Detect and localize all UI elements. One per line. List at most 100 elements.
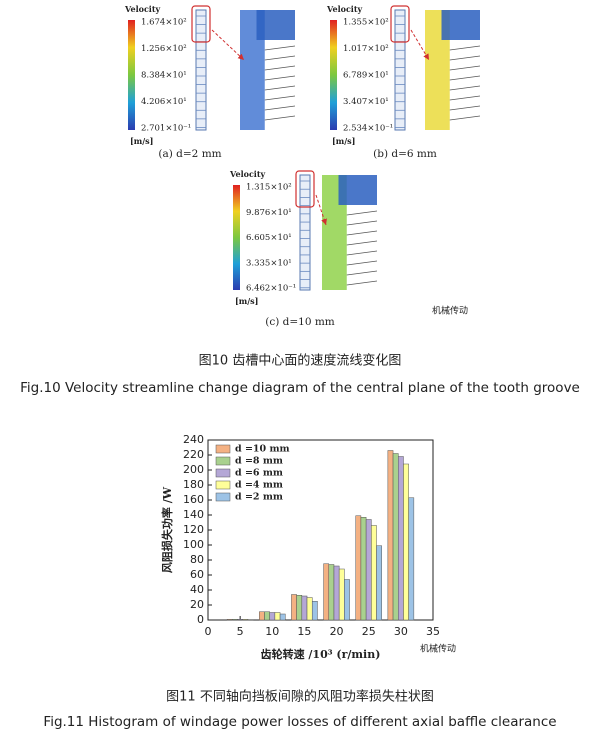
legend-label: d =8 mm [235, 456, 283, 467]
tooth-line [449, 85, 481, 91]
bar [226, 619, 233, 621]
tooth-line [264, 75, 296, 81]
tooth-line [346, 280, 378, 286]
x-axis-label: 齿轮转速 /10³ (r/min) [261, 647, 381, 661]
x-tick-label: 10 [265, 625, 279, 638]
unit-label: [m/s] [235, 296, 258, 306]
bar [333, 565, 340, 621]
bar [323, 563, 330, 621]
strip [299, 174, 311, 291]
legend-label: d =4 mm [235, 480, 283, 491]
chart: 0 20 40 60 80 100 120 140 160 180 200 220 240 0 5 10 15 2… [160, 433, 440, 661]
bar [344, 579, 350, 621]
tooth-line [264, 85, 296, 91]
colorbar [128, 20, 135, 130]
colorbar-label: 6.789×10¹ [343, 71, 389, 81]
bar [311, 601, 318, 621]
bar [306, 597, 313, 621]
watermark: 机械传动 [432, 305, 468, 317]
subfigure-caption: (a) d=2 mm [158, 148, 221, 160]
subfigure-caption: (b) d=6 mm [373, 148, 437, 160]
legend-swatch [215, 456, 231, 466]
x-tick-label: 5 [237, 625, 244, 638]
legend-swatch [215, 492, 231, 502]
tooth-line [346, 250, 378, 256]
legend-swatch [215, 444, 231, 454]
contour-top [338, 175, 377, 205]
tooth-line [264, 95, 296, 101]
tooth-line [346, 230, 378, 236]
y-tick-label: 220 [183, 448, 204, 461]
colorbar-label: 1.315×10² [246, 183, 292, 193]
colorbar-label: 2.701×10⁻¹ [141, 124, 191, 134]
x-tick-label: 15 [297, 625, 311, 638]
colorbar-label: 3.335×10¹ [246, 258, 292, 268]
bar [232, 619, 238, 621]
y-tick-label: 140 [183, 508, 204, 521]
colorbar-label: 9.876×10¹ [246, 208, 292, 218]
y-tick-label: 100 [183, 538, 204, 551]
y-tick-label: 40 [190, 583, 204, 596]
colorbar-label: 1.256×10² [141, 44, 187, 54]
x-tick-label: 30 [394, 625, 408, 638]
colorbar-label: 4.206×10¹ [141, 97, 187, 107]
bar [355, 515, 362, 621]
legend-title: Velocity [326, 4, 363, 14]
bar [371, 525, 377, 621]
y-tick-label: 0 [197, 613, 204, 626]
colorbar [330, 20, 337, 130]
bar [365, 519, 372, 621]
unit-label: [m/s] [130, 136, 153, 146]
legend-title: Velocity [229, 169, 266, 179]
figure-caption: Fig.10 Velocity streamline change diagra… [20, 380, 580, 396]
legend-swatch [215, 480, 231, 490]
colorbar-label: 6.605×10¹ [246, 233, 292, 243]
zoom-arrow [315, 194, 327, 226]
watermark: 机械传动 [420, 643, 456, 655]
bar [387, 450, 394, 621]
unit-label: [m/s] [332, 136, 355, 146]
bar [360, 517, 367, 621]
bar [338, 568, 345, 621]
bar [296, 595, 303, 621]
colorbar-label: 2.534×10⁻¹ [343, 124, 393, 134]
legend-label: d =2 mm [235, 492, 283, 503]
colorbar-label: 1.355×10² [343, 18, 389, 28]
strip [394, 9, 406, 131]
tooth-line [449, 95, 481, 101]
bar [403, 463, 409, 621]
bar [392, 453, 399, 621]
tooth-line [264, 55, 296, 61]
tooth-line [449, 45, 481, 51]
strip [195, 9, 207, 131]
figure-caption: 图11 不同轴向挡板间隙的风阻功率损失柱状图 [166, 689, 434, 705]
bar [376, 545, 382, 621]
tooth-line [264, 65, 296, 71]
tooth-line [346, 240, 378, 246]
tooth-line [346, 210, 378, 216]
tooth-line [449, 55, 481, 61]
bar [408, 497, 415, 621]
highlight-box [295, 170, 315, 208]
y-tick-label: 160 [183, 493, 204, 506]
contour-top [441, 10, 480, 40]
tooth-line [264, 115, 296, 121]
colorbar-label: 1.017×10² [343, 44, 389, 54]
tooth-line [346, 260, 378, 266]
bar [237, 619, 243, 621]
x-tick-label: 20 [330, 625, 344, 638]
bar [398, 456, 404, 621]
tooth-line [449, 115, 481, 121]
bar [259, 611, 265, 621]
figure-caption: 图10 齿槽中心面的速度流线变化图 [199, 353, 402, 369]
tooth-line [346, 270, 378, 276]
tooth-line [264, 45, 296, 51]
y-tick-label: 20 [190, 598, 204, 611]
highlight-box [390, 5, 410, 43]
colorbar [233, 185, 240, 290]
y-axis-label: 风阻损失功率 /W [160, 486, 174, 573]
bar [291, 594, 297, 621]
bar [274, 612, 281, 621]
